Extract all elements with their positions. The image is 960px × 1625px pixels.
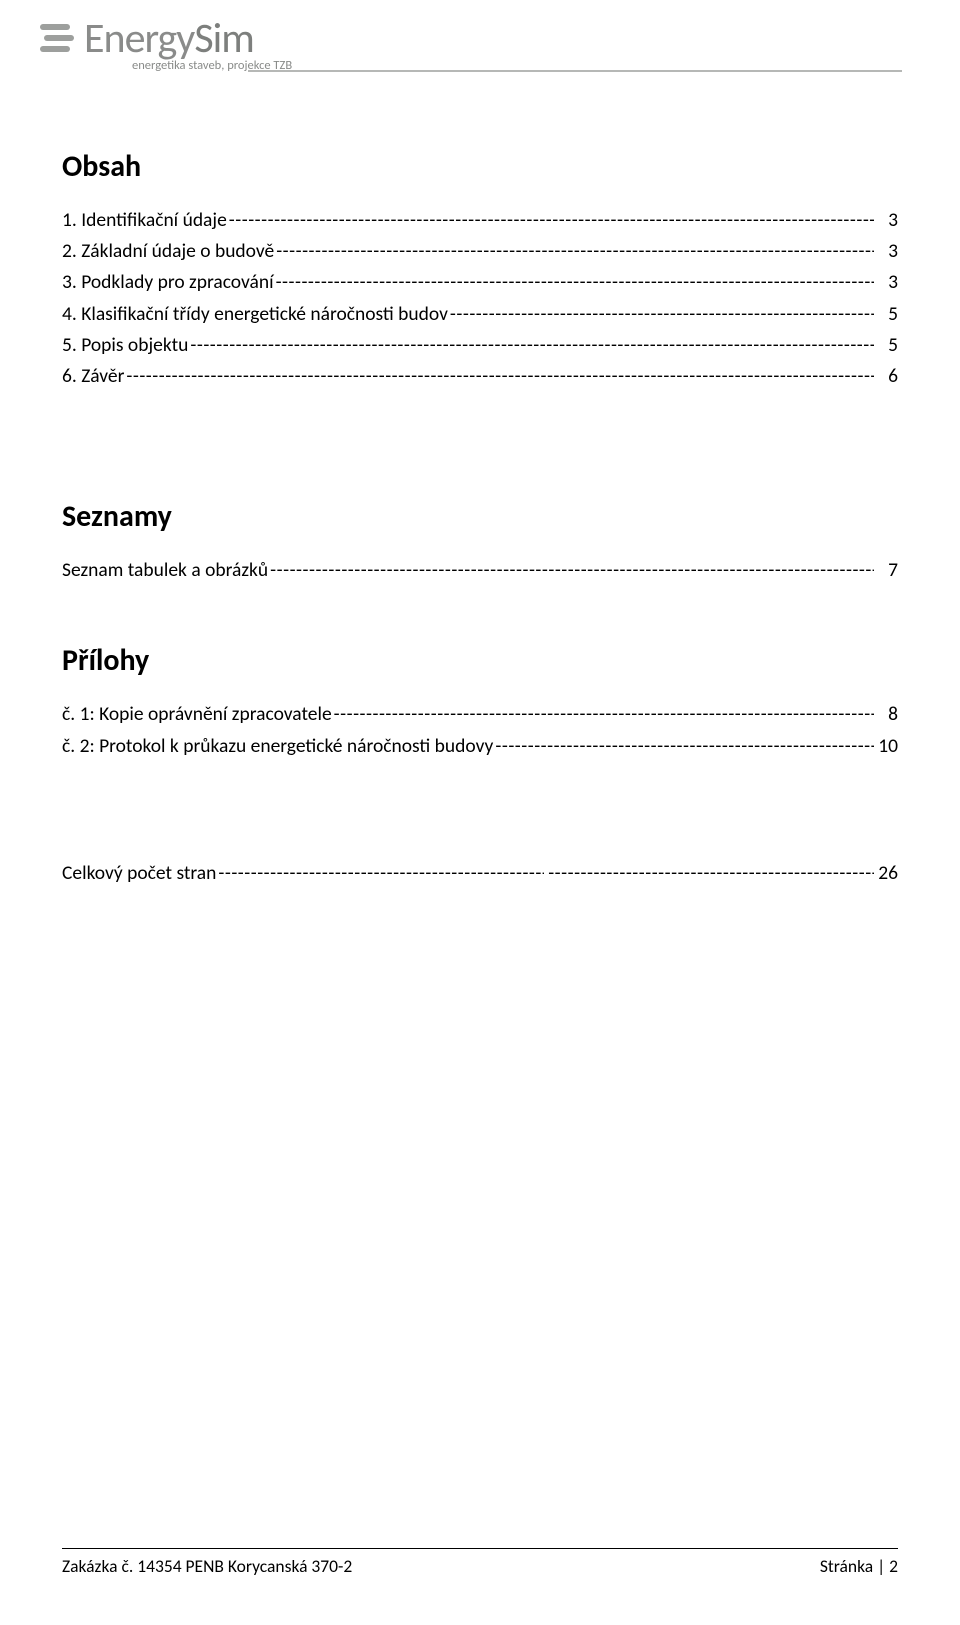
toc-leader [270, 555, 874, 586]
brand-suffix: Sim [194, 13, 254, 64]
toc-label: 1. Identifikační údaje [62, 205, 227, 236]
seznamy-heading: Seznamy [62, 498, 898, 535]
page-footer: Zakázka č. 14354 PENB Korycanská 370-2 S… [62, 1548, 898, 1578]
toc-label: 3. Podklady pro zpracování [62, 267, 274, 298]
toc-list: 1. Identifikační údaje 3 2. Základní úda… [62, 205, 898, 392]
page-content: Obsah 1. Identifikační údaje 3 2. Základ… [0, 100, 960, 889]
toc-leader [276, 267, 874, 298]
toc-heading: Obsah [62, 148, 898, 185]
toc-page: 10 [876, 731, 898, 762]
toc-page: 3 [876, 267, 898, 298]
toc-label: 5. Popis objektu [62, 330, 188, 361]
brand-text-wrap: EnergySim energetika staveb, projekce TZ… [84, 18, 292, 73]
toc-row: 2. Základní údaje o budově 3 [62, 236, 898, 267]
toc-page: 26 [876, 858, 898, 889]
prilohy-list: č. 1: Kopie oprávnění zpracovatele 8 č. … [62, 699, 898, 761]
brand-prefix: Energy [84, 13, 194, 64]
toc-row: 5. Popis objektu 5 [62, 330, 898, 361]
toc-leader [548, 858, 874, 889]
toc-row: č. 2: Protokol k průkazu energetické nár… [62, 731, 898, 762]
footer-divider [62, 1548, 898, 1550]
brand-wordmark: EnergySim [84, 18, 292, 60]
logo-mark-icon [40, 22, 78, 59]
toc-row: Seznam tabulek a obrázků 7 [62, 555, 898, 586]
brand-logo: EnergySim energetika staveb, projekce TZ… [40, 18, 960, 73]
toc-leader [218, 858, 544, 889]
toc-label: č. 2: Protokol k průkazu energetické nár… [62, 731, 493, 762]
toc-leader [334, 699, 874, 730]
toc-leader [450, 299, 874, 330]
toc-row: 3. Podklady pro zpracování 3 [62, 267, 898, 298]
toc-leader [495, 731, 874, 762]
toc-page: 3 [876, 236, 898, 267]
footer-line: Zakázka č. 14354 PENB Korycanská 370-2 S… [62, 1555, 898, 1577]
toc-label: 4. Klasifikační třídy energetické náročn… [62, 299, 448, 330]
toc-leader [229, 205, 874, 236]
toc-label: Seznam tabulek a obrázků [62, 555, 268, 586]
toc-page: 5 [876, 330, 898, 361]
toc-leader [126, 361, 874, 392]
page-header: EnergySim energetika staveb, projekce TZ… [0, 0, 960, 100]
toc-page: 7 [876, 555, 898, 586]
toc-label: Celkový počet stran [62, 858, 216, 889]
toc-page: 5 [876, 299, 898, 330]
prilohy-heading: Přílohy [62, 642, 898, 679]
header-divider [248, 70, 902, 72]
toc-page: 8 [876, 699, 898, 730]
toc-page: 6 [876, 361, 898, 392]
toc-label: 6. Závěr [62, 361, 124, 392]
total-list: Celkový počet stran 26 [62, 858, 898, 889]
toc-label: č. 1: Kopie oprávnění zpracovatele [62, 699, 332, 730]
toc-row: 1. Identifikační údaje 3 [62, 205, 898, 236]
toc-label: 2. Základní údaje o budově [62, 236, 274, 267]
toc-leader [276, 236, 874, 267]
toc-page: 3 [876, 205, 898, 236]
toc-row: Celkový počet stran 26 [62, 858, 898, 889]
toc-leader [190, 330, 874, 361]
footer-left: Zakázka č. 14354 PENB Korycanská 370-2 [62, 1555, 352, 1577]
footer-right: Stránka | 2 [820, 1555, 898, 1577]
seznamy-list: Seznam tabulek a obrázků 7 [62, 555, 898, 586]
toc-row: 6. Závěr 6 [62, 361, 898, 392]
toc-row: č. 1: Kopie oprávnění zpracovatele 8 [62, 699, 898, 730]
toc-row: 4. Klasifikační třídy energetické náročn… [62, 299, 898, 330]
